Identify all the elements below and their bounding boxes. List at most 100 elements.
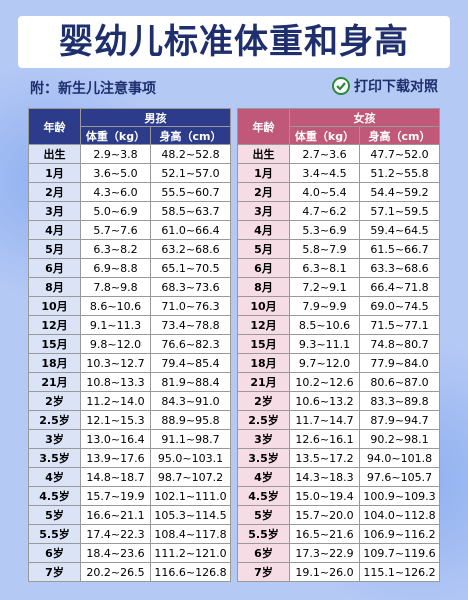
value-cell: 61.0~66.4 (150, 220, 231, 240)
value-cell: 19.1~26.0 (289, 562, 360, 582)
data-row: 1月 3.4~4.5 51.2~55.8 (237, 163, 440, 183)
data-row: 10月 8.6~10.6 71.0~76.3 (28, 296, 231, 316)
value-cell: 61.5~66.7 (359, 239, 440, 259)
age-cell: 6岁 (237, 543, 290, 563)
value-cell: 100.9~109.3 (359, 486, 440, 506)
value-cell: 63.2~68.6 (150, 239, 231, 259)
value-cell: 58.5~63.7 (150, 201, 231, 221)
age-cell: 8月 (28, 277, 81, 297)
age-cell: 2岁 (28, 391, 81, 411)
data-row: 2.5岁 12.1~15.3 88.9~95.8 (28, 410, 231, 430)
age-cell: 4岁 (237, 467, 290, 487)
value-cell: 15.0~19.4 (289, 486, 360, 506)
data-row: 1月 3.6~5.0 52.1~57.0 (28, 163, 231, 183)
value-cell: 91.1~98.7 (150, 429, 231, 449)
value-cell: 10.6~13.2 (289, 391, 360, 411)
age-cell: 5月 (28, 239, 81, 259)
age-cell: 4月 (28, 220, 81, 240)
data-row: 3月 4.7~6.2 57.1~59.5 (237, 201, 440, 221)
value-cell: 2.9~3.8 (80, 144, 151, 164)
data-row: 5月 6.3~8.2 63.2~68.6 (28, 239, 231, 259)
value-cell: 68.3~73.6 (150, 277, 231, 297)
age-cell: 3月 (28, 201, 81, 221)
value-cell: 13.0~16.4 (80, 429, 151, 449)
value-cell: 10.3~12.7 (80, 353, 151, 373)
value-cell: 16.6~21.1 (80, 505, 151, 525)
data-row: 12月 9.1~11.3 73.4~78.8 (28, 315, 231, 335)
data-row: 6岁 17.3~22.9 109.7~119.6 (237, 543, 440, 563)
value-cell: 57.1~59.5 (359, 201, 440, 221)
value-cell: 47.7~52.0 (359, 144, 440, 164)
data-row: 出生 2.7~3.6 47.7~52.0 (237, 144, 440, 164)
value-cell: 71.0~76.3 (150, 296, 231, 316)
age-cell: 12月 (28, 315, 81, 335)
value-cell: 15.7~19.9 (80, 486, 151, 506)
age-cell: 4月 (237, 220, 290, 240)
data-row: 3岁 12.6~16.1 90.2~98.1 (237, 429, 440, 449)
value-cell: 17.4~22.3 (80, 524, 151, 544)
value-cell: 98.7~107.2 (150, 467, 231, 487)
value-cell: 79.4~85.4 (150, 353, 231, 373)
data-row: 15月 9.8~12.0 76.6~82.3 (28, 334, 231, 354)
data-row: 5月 5.8~7.9 61.5~66.7 (237, 239, 440, 259)
data-row: 7岁 20.2~26.5 116.6~126.8 (28, 562, 231, 582)
value-cell: 10.8~13.3 (80, 372, 151, 392)
value-cell: 90.2~98.1 (359, 429, 440, 449)
age-cell: 6月 (28, 258, 81, 278)
value-cell: 13.9~17.6 (80, 448, 151, 468)
value-cell: 9.8~12.0 (80, 334, 151, 354)
title: 婴幼儿标准体重和身高 (18, 16, 450, 68)
age-cell: 3月 (237, 201, 290, 221)
age-cell: 2.5岁 (237, 410, 290, 430)
header-row: 体重（kg） 身高（cm） (29, 126, 231, 145)
value-cell: 4.7~6.2 (289, 201, 360, 221)
value-cell: 95.0~103.1 (150, 448, 231, 468)
data-row: 5岁 16.6~21.1 105.3~114.5 (28, 505, 231, 525)
value-cell: 12.1~15.3 (80, 410, 151, 430)
value-cell: 55.5~60.7 (150, 182, 231, 202)
age-cell: 21月 (28, 372, 81, 392)
value-cell: 105.3~114.5 (150, 505, 231, 525)
age-cell: 4岁 (28, 467, 81, 487)
data-row: 8月 7.8~9.8 68.3~73.6 (28, 277, 231, 297)
data-row: 4.5岁 15.7~19.9 102.1~111.0 (28, 486, 231, 506)
value-cell: 83.3~89.8 (359, 391, 440, 411)
age-cell: 10月 (237, 296, 290, 316)
age-cell: 7岁 (28, 562, 81, 582)
data-row: 21月 10.8~13.3 81.9~88.4 (28, 372, 231, 392)
age-cell: 4.5岁 (28, 486, 81, 506)
subtitle: 附：新生儿注意事项 (30, 81, 156, 97)
data-row: 2.5岁 11.7~14.7 87.9~94.7 (237, 410, 440, 430)
value-cell: 9.1~11.3 (80, 315, 151, 335)
age-cell: 出生 (237, 144, 290, 164)
age-cell: 18月 (237, 353, 290, 373)
value-cell: 48.2~52.8 (150, 144, 231, 164)
value-cell: 5.8~7.9 (289, 239, 360, 259)
value-cell: 6.9~8.8 (80, 258, 151, 278)
value-cell: 3.4~4.5 (289, 163, 360, 183)
value-cell: 17.3~22.9 (289, 543, 360, 563)
data-row: 4月 5.7~7.6 61.0~66.4 (28, 220, 231, 240)
value-cell: 7.8~9.8 (80, 277, 151, 297)
value-cell: 102.1~111.0 (150, 486, 231, 506)
data-row: 18月 10.3~12.7 79.4~85.4 (28, 353, 231, 373)
value-cell: 9.7~12.0 (289, 353, 360, 373)
data-row: 5岁 15.7~20.0 104.0~112.8 (237, 505, 440, 525)
age-cell: 15月 (237, 334, 290, 354)
data-row: 15月 9.3~11.1 74.8~80.7 (237, 334, 440, 354)
data-row: 12月 8.5~10.6 71.5~77.1 (237, 315, 440, 335)
value-cell: 94.0~101.8 (359, 448, 440, 468)
value-cell: 71.5~77.1 (359, 315, 440, 335)
age-cell: 1月 (28, 163, 81, 183)
data-row: 3月 5.0~6.9 58.5~63.7 (28, 201, 231, 221)
age-cell: 2月 (237, 182, 290, 202)
print-action[interactable]: 打印下载对照 (332, 76, 438, 96)
age-cell: 2月 (28, 182, 81, 202)
age-cell: 5岁 (237, 505, 290, 525)
data-row: 4.5岁 15.0~19.4 100.9~109.3 (237, 486, 440, 506)
value-cell: 52.1~57.0 (150, 163, 231, 183)
header-row: 年龄 女孩 (237, 108, 440, 145)
value-cell: 106.9~116.2 (359, 524, 440, 544)
value-cell: 116.6~126.8 (150, 562, 231, 582)
value-cell: 74.8~80.7 (359, 334, 440, 354)
